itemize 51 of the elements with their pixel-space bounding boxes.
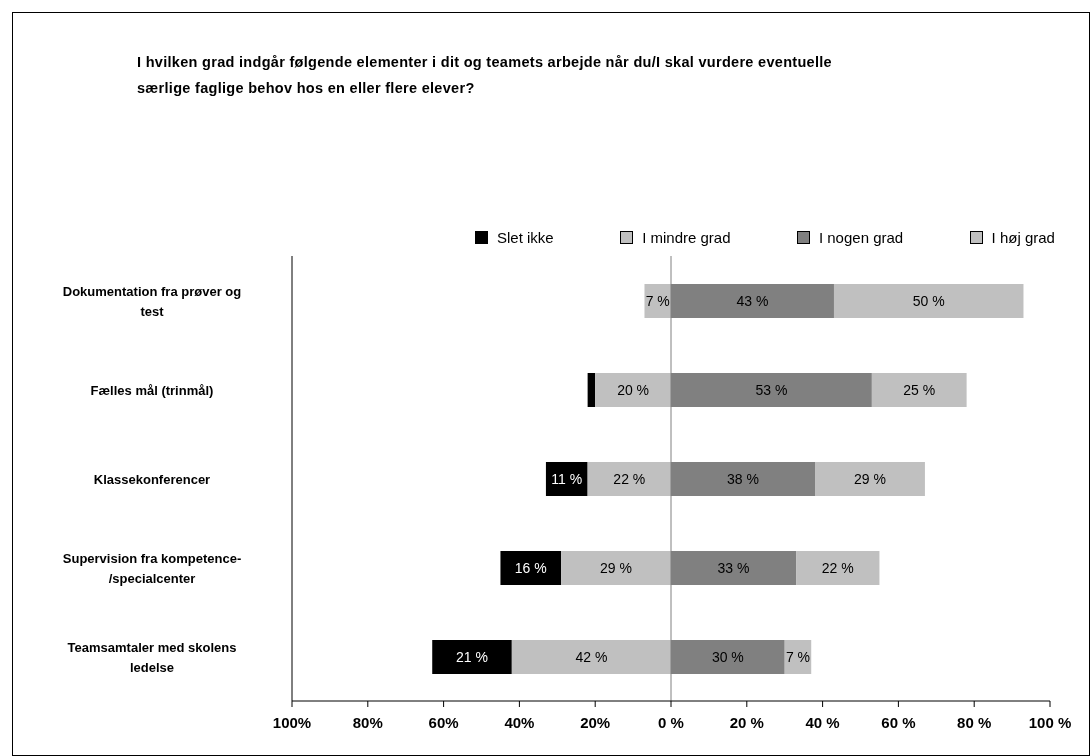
x-tick-label: 40% (504, 713, 535, 731)
data-label: 33 % (717, 560, 750, 576)
data-label: 29 % (854, 471, 886, 487)
data-label: 43 % (736, 293, 769, 309)
x-tick-label: 100 % (1028, 713, 1072, 731)
data-label: 16 % (514, 560, 547, 576)
x-tick-label: 20 % (729, 713, 764, 731)
data-label: 7 % (785, 649, 811, 665)
bar (595, 373, 671, 407)
y-tick-label: Klassekonferencer (93, 471, 211, 486)
x-tick-label: 0 % (658, 713, 684, 731)
data-label: 21 % (456, 649, 488, 665)
data-label: 22 % (613, 471, 646, 487)
data-label: 50 % (912, 293, 945, 309)
data-label: 11 % (551, 471, 583, 487)
y-tick-label: Fælles mål (trinmål) (90, 382, 214, 397)
bar (587, 373, 596, 407)
bar (500, 551, 562, 585)
data-label: 53 % (755, 382, 788, 398)
bar (815, 462, 925, 496)
data-label: 29 % (600, 560, 633, 576)
chart-title: I hvilken grad indgår følgende elementer i dit og teamets arbejde når du/I skal vurdere eventuelle særlige faglige behov hos en eller flere elever? (137, 53, 833, 98)
legend-label: Slet ikke (497, 229, 554, 246)
x-tick-label: 80 % (957, 713, 992, 731)
bar (511, 640, 671, 674)
legend-label: I nogen grad (818, 229, 904, 246)
bar (833, 284, 1024, 318)
bar (871, 373, 967, 407)
data-label: 42 % (575, 649, 608, 665)
data-label: 30 % (711, 649, 744, 665)
x-tick-label: 100% (272, 713, 312, 731)
data-label: 22 % (821, 560, 854, 576)
x-tick-label: 80% (352, 713, 383, 731)
legend-label: I høj grad (991, 229, 1055, 246)
legend-label: I mindre grad (642, 229, 731, 246)
x-tick-label: 40 % (805, 713, 840, 731)
data-label: 38 % (727, 471, 759, 487)
y-tick-label: Dokumentation fra prøver og test (62, 283, 242, 318)
y-tick-label: Teamsamtaler med skolens ledelse (67, 639, 237, 674)
bar (796, 551, 880, 585)
data-label: 25 % (903, 382, 936, 398)
data-label: 20 % (617, 382, 650, 398)
bar (432, 640, 512, 674)
x-tick-label: 60% (428, 713, 459, 731)
y-tick-label: Supervision fra kompetence-/specialcenter (62, 550, 242, 585)
bar (561, 551, 671, 585)
bar (545, 462, 588, 496)
bar (587, 462, 671, 496)
x-tick-label: 20% (580, 713, 611, 731)
x-tick-label: 60 % (881, 713, 916, 731)
data-label: 7 % (645, 293, 670, 309)
